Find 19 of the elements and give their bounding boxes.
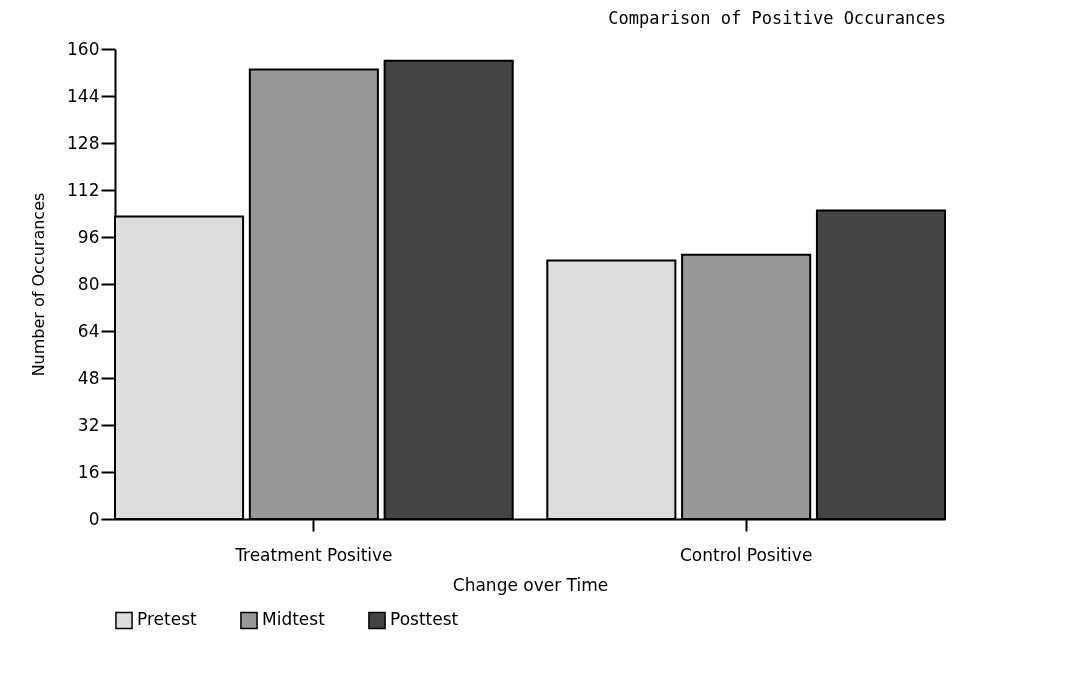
legend-label: Midtest (262, 609, 326, 630)
y-tick-label: 96 (77, 226, 100, 247)
y-tick-label: 48 (77, 367, 100, 388)
y-axis-title: Number of Occurances (29, 192, 49, 377)
x-tick-label: Treatment Positive (234, 544, 393, 565)
y-tick-label: 128 (67, 132, 100, 153)
legend-label: Pretest (137, 609, 198, 630)
y-tick-label: 144 (67, 85, 100, 106)
chart-title: Comparison of Positive Occurances (608, 8, 946, 28)
y-tick-label: 16 (77, 461, 100, 482)
y-tick-label: 160 (67, 38, 100, 59)
y-tick-label: 80 (77, 273, 100, 294)
y-tick-label: 64 (77, 320, 100, 341)
y-tick-label: 112 (67, 179, 100, 200)
y-tick-label: 32 (77, 414, 100, 435)
x-tick-label: Control Positive (679, 544, 813, 565)
y-tick-label: 0 (88, 508, 100, 529)
legend-label: Posttest (390, 609, 459, 630)
x-axis-title: Change over Time (452, 574, 609, 595)
